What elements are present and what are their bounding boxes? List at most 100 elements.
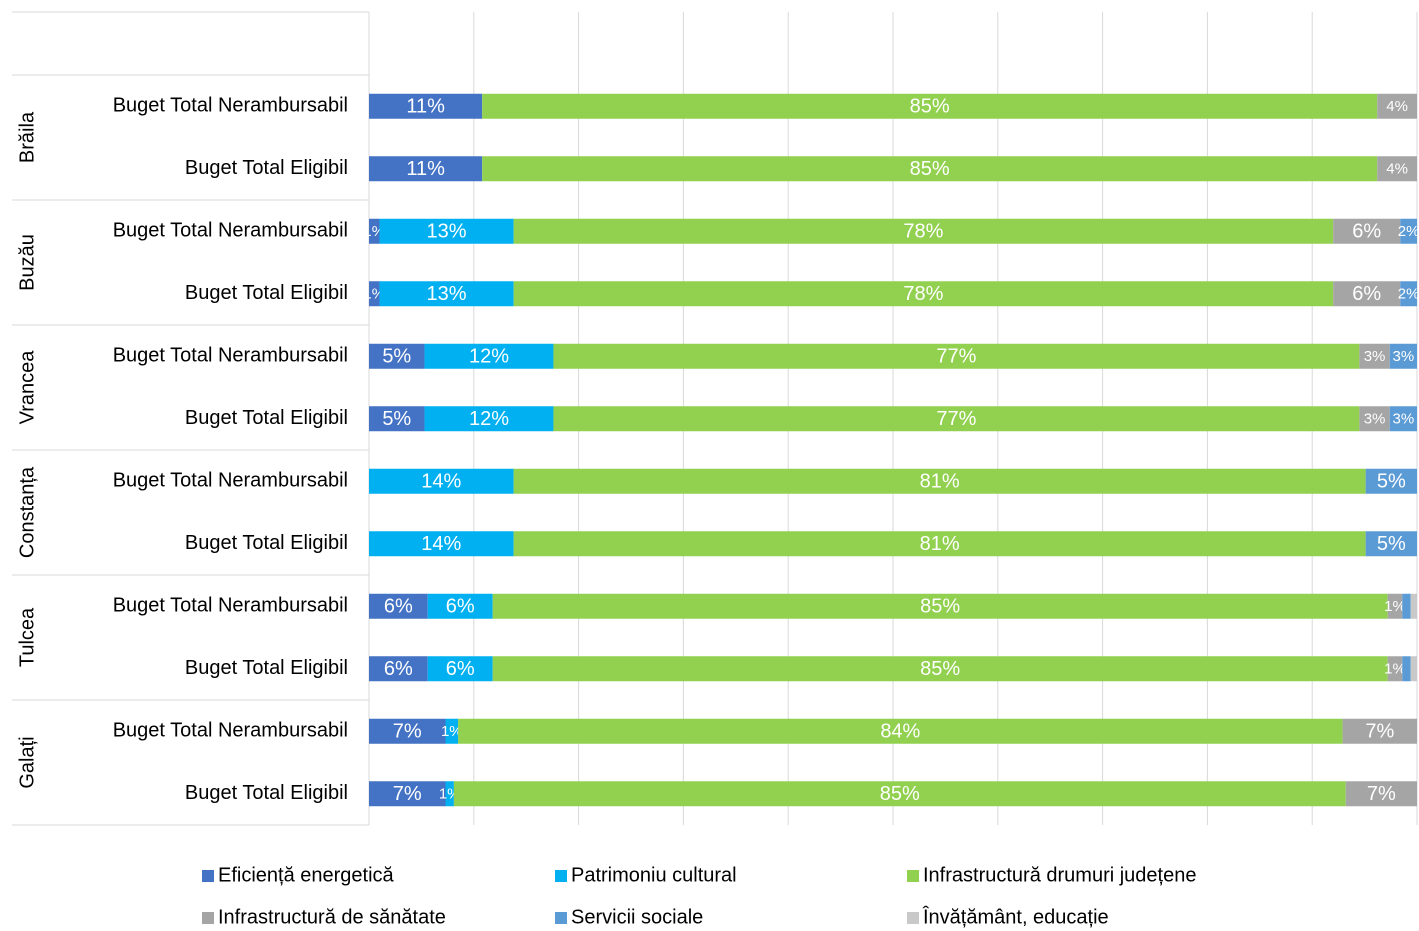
category-label: Buget Total Eligibil — [185, 282, 348, 304]
data-label: 77% — [936, 346, 976, 368]
data-label: 85% — [910, 158, 950, 180]
legend-label: Infrastructură drumuri județene — [923, 864, 1196, 886]
bar-segment — [424, 406, 554, 432]
bar-segment — [369, 781, 446, 807]
category-label: Buget Total Nerambursabil — [113, 345, 348, 367]
category-label: Buget Total Eligibil — [185, 657, 348, 679]
data-label: 5% — [1377, 533, 1406, 555]
legend-label: Eficiență energetică — [218, 864, 395, 886]
data-label: 6% — [446, 658, 475, 680]
data-label: 3% — [1364, 411, 1386, 428]
bar-segment — [369, 593, 428, 619]
bar-segment — [369, 218, 380, 244]
data-label: 14% — [421, 533, 461, 555]
data-label: 85% — [920, 658, 960, 680]
data-label: 77% — [936, 408, 976, 430]
bar-segment — [1333, 281, 1401, 307]
data-label: 6% — [384, 596, 413, 618]
data-label: 4% — [1386, 161, 1408, 178]
bar-segment — [369, 468, 514, 494]
bar-segment — [513, 531, 1366, 557]
data-label: 13% — [427, 221, 467, 243]
data-label: 7% — [1365, 721, 1394, 743]
data-label: 1% — [1384, 598, 1406, 615]
bar-segment — [453, 781, 1346, 807]
bar-segment — [1402, 593, 1411, 619]
bar-segment — [379, 281, 514, 307]
bar-segment — [369, 281, 380, 307]
bar-segment — [513, 281, 1334, 307]
group-label: Tulcea — [16, 607, 38, 667]
group-label: Brăila — [16, 111, 38, 163]
data-label: 1% — [441, 723, 463, 740]
legend-swatch — [202, 912, 214, 924]
category-label: Buget Total Eligibil — [185, 407, 348, 429]
data-label: 4% — [1386, 98, 1408, 115]
bar-segment — [1402, 656, 1411, 682]
data-label: 5% — [382, 408, 411, 430]
data-label: 85% — [910, 96, 950, 118]
bar-segment — [1387, 656, 1403, 682]
bar-segment — [424, 343, 554, 369]
data-label: 14% — [421, 471, 461, 493]
bar-segment — [1365, 468, 1417, 494]
bar-segment — [1377, 93, 1417, 119]
bar-segment — [482, 156, 1378, 182]
data-label: 6% — [1352, 221, 1381, 243]
data-label: 11% — [406, 96, 445, 118]
group-label: Galați — [16, 736, 38, 788]
bar-segment — [553, 343, 1360, 369]
category-label: Buget Total Nerambursabil — [113, 720, 348, 742]
category-label: Buget Total Nerambursabil — [113, 95, 348, 117]
bar-segment — [1387, 593, 1403, 619]
bar-segment — [427, 656, 493, 682]
bar-segment — [458, 718, 1343, 744]
data-label: 78% — [903, 221, 943, 243]
bar-segment — [492, 593, 1388, 619]
data-label: 12% — [469, 346, 509, 368]
category-label: Buget Total Eligibil — [185, 782, 348, 804]
bar-segment — [513, 218, 1334, 244]
bar-segment — [1389, 343, 1417, 369]
bar-segment — [427, 593, 493, 619]
legend-swatch — [555, 870, 567, 882]
legend-swatch — [202, 870, 214, 882]
data-label: 85% — [920, 596, 960, 618]
data-label: 6% — [446, 596, 475, 618]
bar-segment — [1342, 718, 1417, 744]
bar-segment — [1359, 343, 1390, 369]
bar-segment — [1400, 281, 1417, 307]
bar-segment — [1389, 406, 1417, 432]
bar-segment — [1345, 781, 1417, 807]
data-label: 2% — [1398, 223, 1419, 240]
bar-segment — [492, 656, 1388, 682]
bar-segment — [369, 343, 425, 369]
data-label: 3% — [1393, 411, 1415, 428]
category-label: Buget Total Eligibil — [185, 532, 348, 554]
bar-segment — [482, 93, 1378, 119]
data-label: 2% — [1398, 286, 1419, 303]
bar-segment — [369, 531, 514, 557]
data-label: 13% — [427, 283, 467, 305]
bar-segment — [1377, 156, 1417, 182]
bar-segment — [1333, 218, 1401, 244]
category-label: Buget Total Nerambursabil — [113, 470, 348, 492]
data-label: 12% — [469, 408, 509, 430]
data-label: 84% — [880, 721, 920, 743]
data-label: 7% — [1367, 783, 1396, 805]
group-label: Buzău — [16, 234, 38, 291]
legend-label: Patrimoniu cultural — [571, 864, 737, 886]
data-label: 5% — [1377, 471, 1406, 493]
data-label: 6% — [1352, 283, 1381, 305]
bar-segment — [379, 218, 514, 244]
data-label: 78% — [903, 283, 943, 305]
legend-swatch — [907, 870, 919, 882]
bar-segment — [1410, 593, 1417, 619]
bar-segment — [1359, 406, 1390, 432]
legend-swatch — [907, 912, 919, 924]
data-label: 7% — [393, 721, 422, 743]
group-label: Vrancea — [16, 350, 38, 425]
category-label: Buget Total Eligibil — [185, 157, 348, 179]
category-label: Buget Total Nerambursabil — [113, 220, 348, 242]
bar-segment — [369, 93, 483, 119]
